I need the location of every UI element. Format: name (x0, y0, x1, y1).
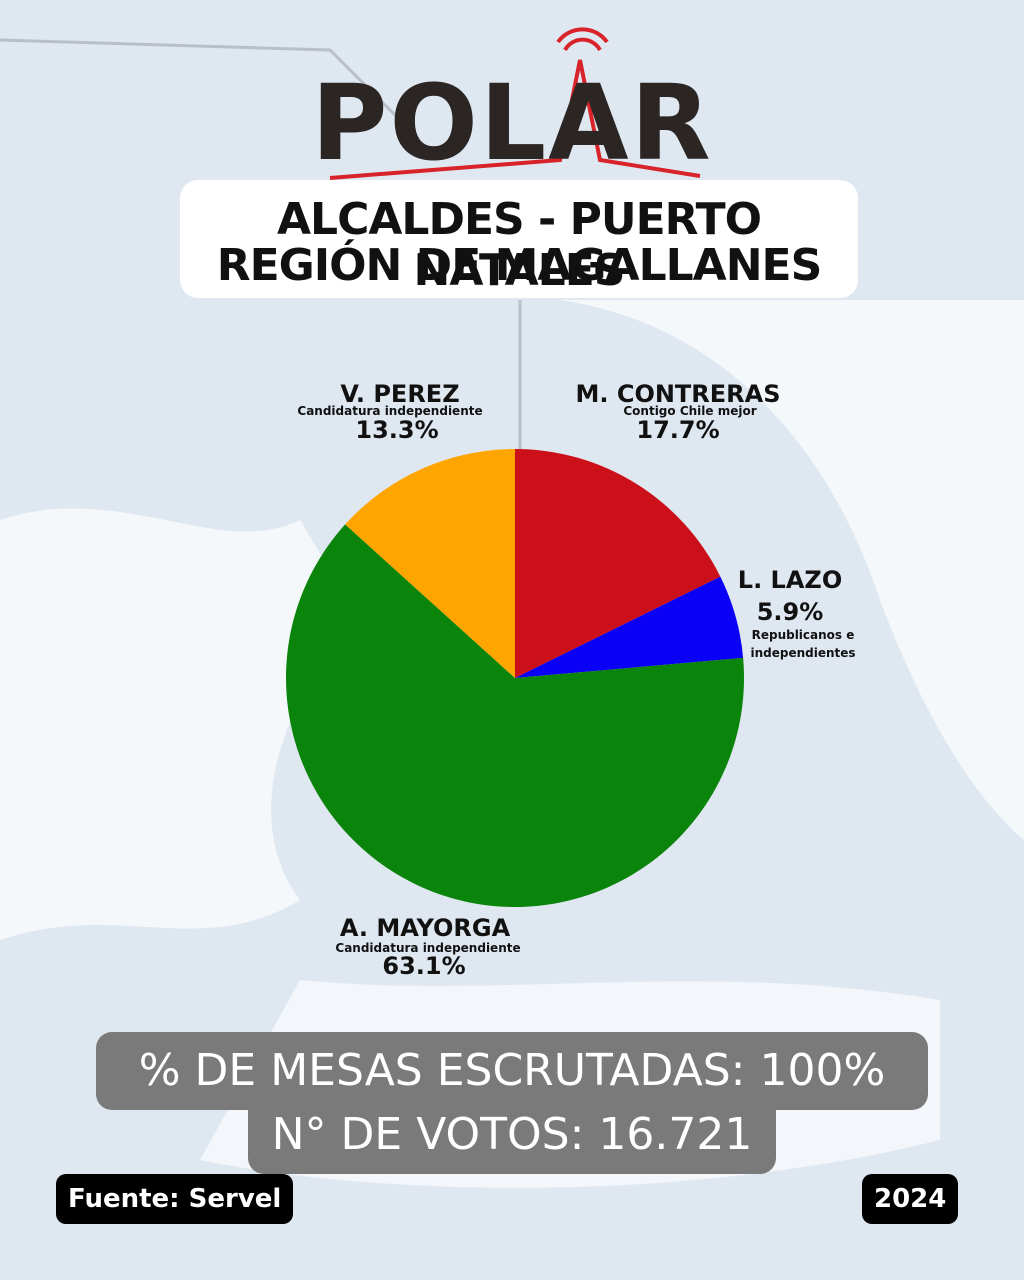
value-label: 13.3% (355, 416, 439, 444)
logo-antenna (556, 27, 609, 52)
slice-label: L. LAZO (737, 566, 843, 594)
chart-title: ALCALDES - PUERTO NATALES (277, 194, 762, 296)
pie-slice (286, 524, 745, 908)
source: Fuente: Servel (56, 1174, 294, 1224)
pie-slice (345, 449, 515, 678)
pie-slice (515, 449, 721, 678)
year: 2024 (862, 1174, 959, 1224)
logo: POLAR (311, 62, 713, 184)
value-label: 63.1% (382, 952, 466, 980)
border (0, 38, 402, 122)
slice-description: Contigo Chile mejor (623, 404, 757, 418)
pie (286, 449, 745, 908)
slice-description: Candidatura independiente (297, 404, 483, 418)
slice-description: Republicanos e independientes (750, 628, 856, 660)
stat: N° DE VOTOS: 16.721 (248, 1096, 776, 1174)
title-box (180, 180, 858, 298)
slice-description: Candidatura independiente (335, 941, 521, 955)
slice-label: A. MAYORGA (339, 914, 511, 942)
land (560, 300, 1024, 840)
value-label: 17.7% (636, 416, 720, 444)
slice-label: V. PEREZ (340, 380, 460, 408)
chart-subtitle: REGIÓN DE MAGALLANES (216, 240, 823, 291)
logo-swoosh (329, 59, 701, 180)
value-label: 5.9% (756, 598, 824, 626)
land (0, 508, 360, 940)
slice-label: M. CONTRERAS (575, 380, 781, 408)
pie-slice (515, 576, 744, 678)
